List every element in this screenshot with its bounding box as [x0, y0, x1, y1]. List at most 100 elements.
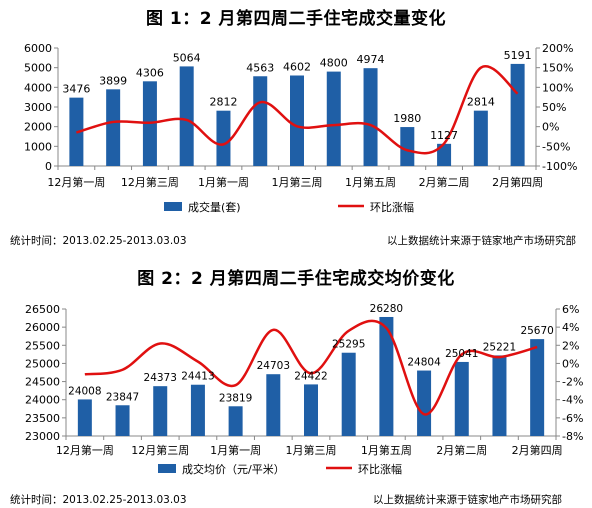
left-tick-label: 24000 — [25, 394, 60, 407]
right-tick-label: -8% — [562, 430, 583, 443]
bar-value-label: 24008 — [68, 385, 101, 397]
x-tick-label: 2月第四周 — [492, 175, 543, 189]
bar-value-label: 3476 — [62, 83, 90, 96]
chart-1-title: 图 1：2 月第四周二手住宅成交量变化 — [146, 9, 446, 29]
bar-value-label: 4602 — [283, 60, 311, 73]
x-tick-label: 12月第一周 — [47, 175, 105, 189]
line-series — [84, 319, 538, 416]
legend-line-label: 环比涨幅 — [358, 463, 402, 476]
right-tick-label: 0% — [562, 357, 579, 370]
chart-1-stat-period: 统计时间：2013.02.25-2013.03.03 — [10, 235, 187, 247]
bar — [379, 316, 394, 436]
bar-value-label: 25670 — [520, 325, 553, 337]
bar — [326, 71, 341, 166]
x-tick-label: 1月第五周 — [361, 443, 412, 457]
left-tick-label: 24500 — [25, 376, 60, 389]
bar-value-label: 4306 — [136, 66, 164, 79]
bar — [304, 384, 318, 436]
bar-value-label: 5191 — [504, 49, 532, 62]
right-tick-label: -100% — [542, 160, 577, 173]
right-tick-label: 0% — [542, 121, 559, 134]
legend-bar-label: 成交量(套) — [188, 200, 241, 214]
x-tick-label: 1月第五周 — [345, 175, 396, 189]
bar — [363, 68, 378, 166]
left-tick-label: 23500 — [25, 412, 60, 425]
bar-value-label: 24422 — [294, 370, 327, 382]
left-tick-label: 0 — [45, 160, 52, 173]
bar — [115, 405, 130, 436]
bar-value-label: 24804 — [407, 357, 441, 369]
bar-value-label: 24413 — [181, 371, 214, 383]
bar — [400, 127, 415, 166]
bar-value-label: 3899 — [99, 74, 127, 87]
left-tick-label: 26000 — [25, 321, 60, 334]
left-tick-label: 25000 — [25, 357, 60, 370]
bar — [290, 75, 304, 166]
x-tick-label: 12月第三周 — [121, 175, 179, 189]
left-tick-label: 26500 — [25, 303, 60, 316]
legend-bar-swatch — [164, 202, 182, 211]
legend-bar-label: 成交均价（元/平米） — [182, 462, 285, 476]
bar — [190, 384, 205, 436]
x-tick-label: 1月第三周 — [286, 443, 337, 457]
right-tick-label: 50% — [542, 101, 566, 114]
left-tick-label: 6000 — [24, 42, 52, 55]
right-tick-label: -50% — [542, 140, 570, 153]
bar-value-label: 4974 — [357, 53, 385, 66]
line-series — [76, 65, 519, 155]
bar — [266, 374, 281, 436]
bar-value-label: 4800 — [320, 57, 348, 70]
x-tick-label: 2月第二周 — [419, 175, 470, 189]
x-tick-label: 1月第三周 — [272, 175, 323, 189]
bar — [341, 352, 356, 436]
left-tick-label: 1000 — [24, 140, 52, 153]
right-tick-label: 150% — [542, 62, 573, 75]
bar — [106, 89, 121, 166]
chart-1-source-note: 以上数据统计来源于链家地产市场研究部 — [387, 235, 576, 247]
bar — [492, 355, 507, 436]
bar — [253, 76, 268, 166]
right-tick-label: 4% — [562, 321, 579, 334]
x-tick-label: 12月第一周 — [56, 443, 114, 457]
bar-value-label: 25221 — [483, 341, 516, 353]
left-tick-label: 3000 — [24, 101, 52, 114]
bar — [530, 339, 545, 436]
chart-1: 0 1000 2000 3000 4000 5000 6000 -100% -50% 0% 50% 1… — [24, 42, 577, 214]
x-tick-label: 12月第三周 — [131, 443, 189, 457]
left-tick-label: 5000 — [24, 62, 52, 75]
chart-2: 23000 23500 24000 24500 25000 25500 26000 26500… — [25, 303, 583, 476]
bar-value-label: 24703 — [257, 360, 290, 372]
bar-value-label: 25041 — [445, 348, 478, 360]
x-tick-label: 1月第一周 — [198, 175, 249, 189]
bar — [510, 63, 525, 166]
bar-value-label: 25295 — [332, 339, 365, 351]
left-tick-label: 23000 — [25, 430, 60, 443]
legend-bar-swatch — [158, 464, 176, 473]
bar — [153, 386, 168, 436]
bar-value-label: 1980 — [393, 112, 421, 125]
bar — [473, 110, 488, 166]
bar-value-label: 23847 — [106, 391, 139, 403]
bar — [437, 143, 452, 166]
left-tick-label: 25500 — [25, 339, 60, 352]
right-tick-label: -6% — [562, 412, 583, 425]
bar-value-label: 1127 — [430, 129, 458, 142]
chart-2-source-note: 以上数据统计来源于链家地产市场研究部 — [373, 494, 562, 506]
right-tick-label: 2% — [562, 339, 579, 352]
x-tick-label: 2月第四周 — [512, 443, 563, 457]
bar-value-label: 24373 — [144, 372, 177, 384]
bar — [417, 370, 432, 436]
bar-value-label: 4563 — [246, 61, 274, 74]
right-tick-label: 100% — [542, 81, 573, 94]
right-tick-label: -4% — [562, 394, 583, 407]
chart-2-title: 图 2：2 月第四周二手住宅成交均价变化 — [137, 269, 455, 289]
bar — [454, 361, 469, 436]
x-tick-label: 2月第二周 — [436, 443, 487, 457]
left-tick-label: 2000 — [24, 121, 52, 134]
right-tick-label: -2% — [562, 376, 583, 389]
bar — [228, 406, 243, 436]
bar-value-label: 5064 — [173, 51, 201, 64]
chart-2-stat-period: 统计时间：2013.02.25-2013.03.03 — [10, 494, 187, 506]
bar-value-label: 2814 — [467, 96, 495, 109]
bar-value-label: 2812 — [209, 96, 237, 109]
